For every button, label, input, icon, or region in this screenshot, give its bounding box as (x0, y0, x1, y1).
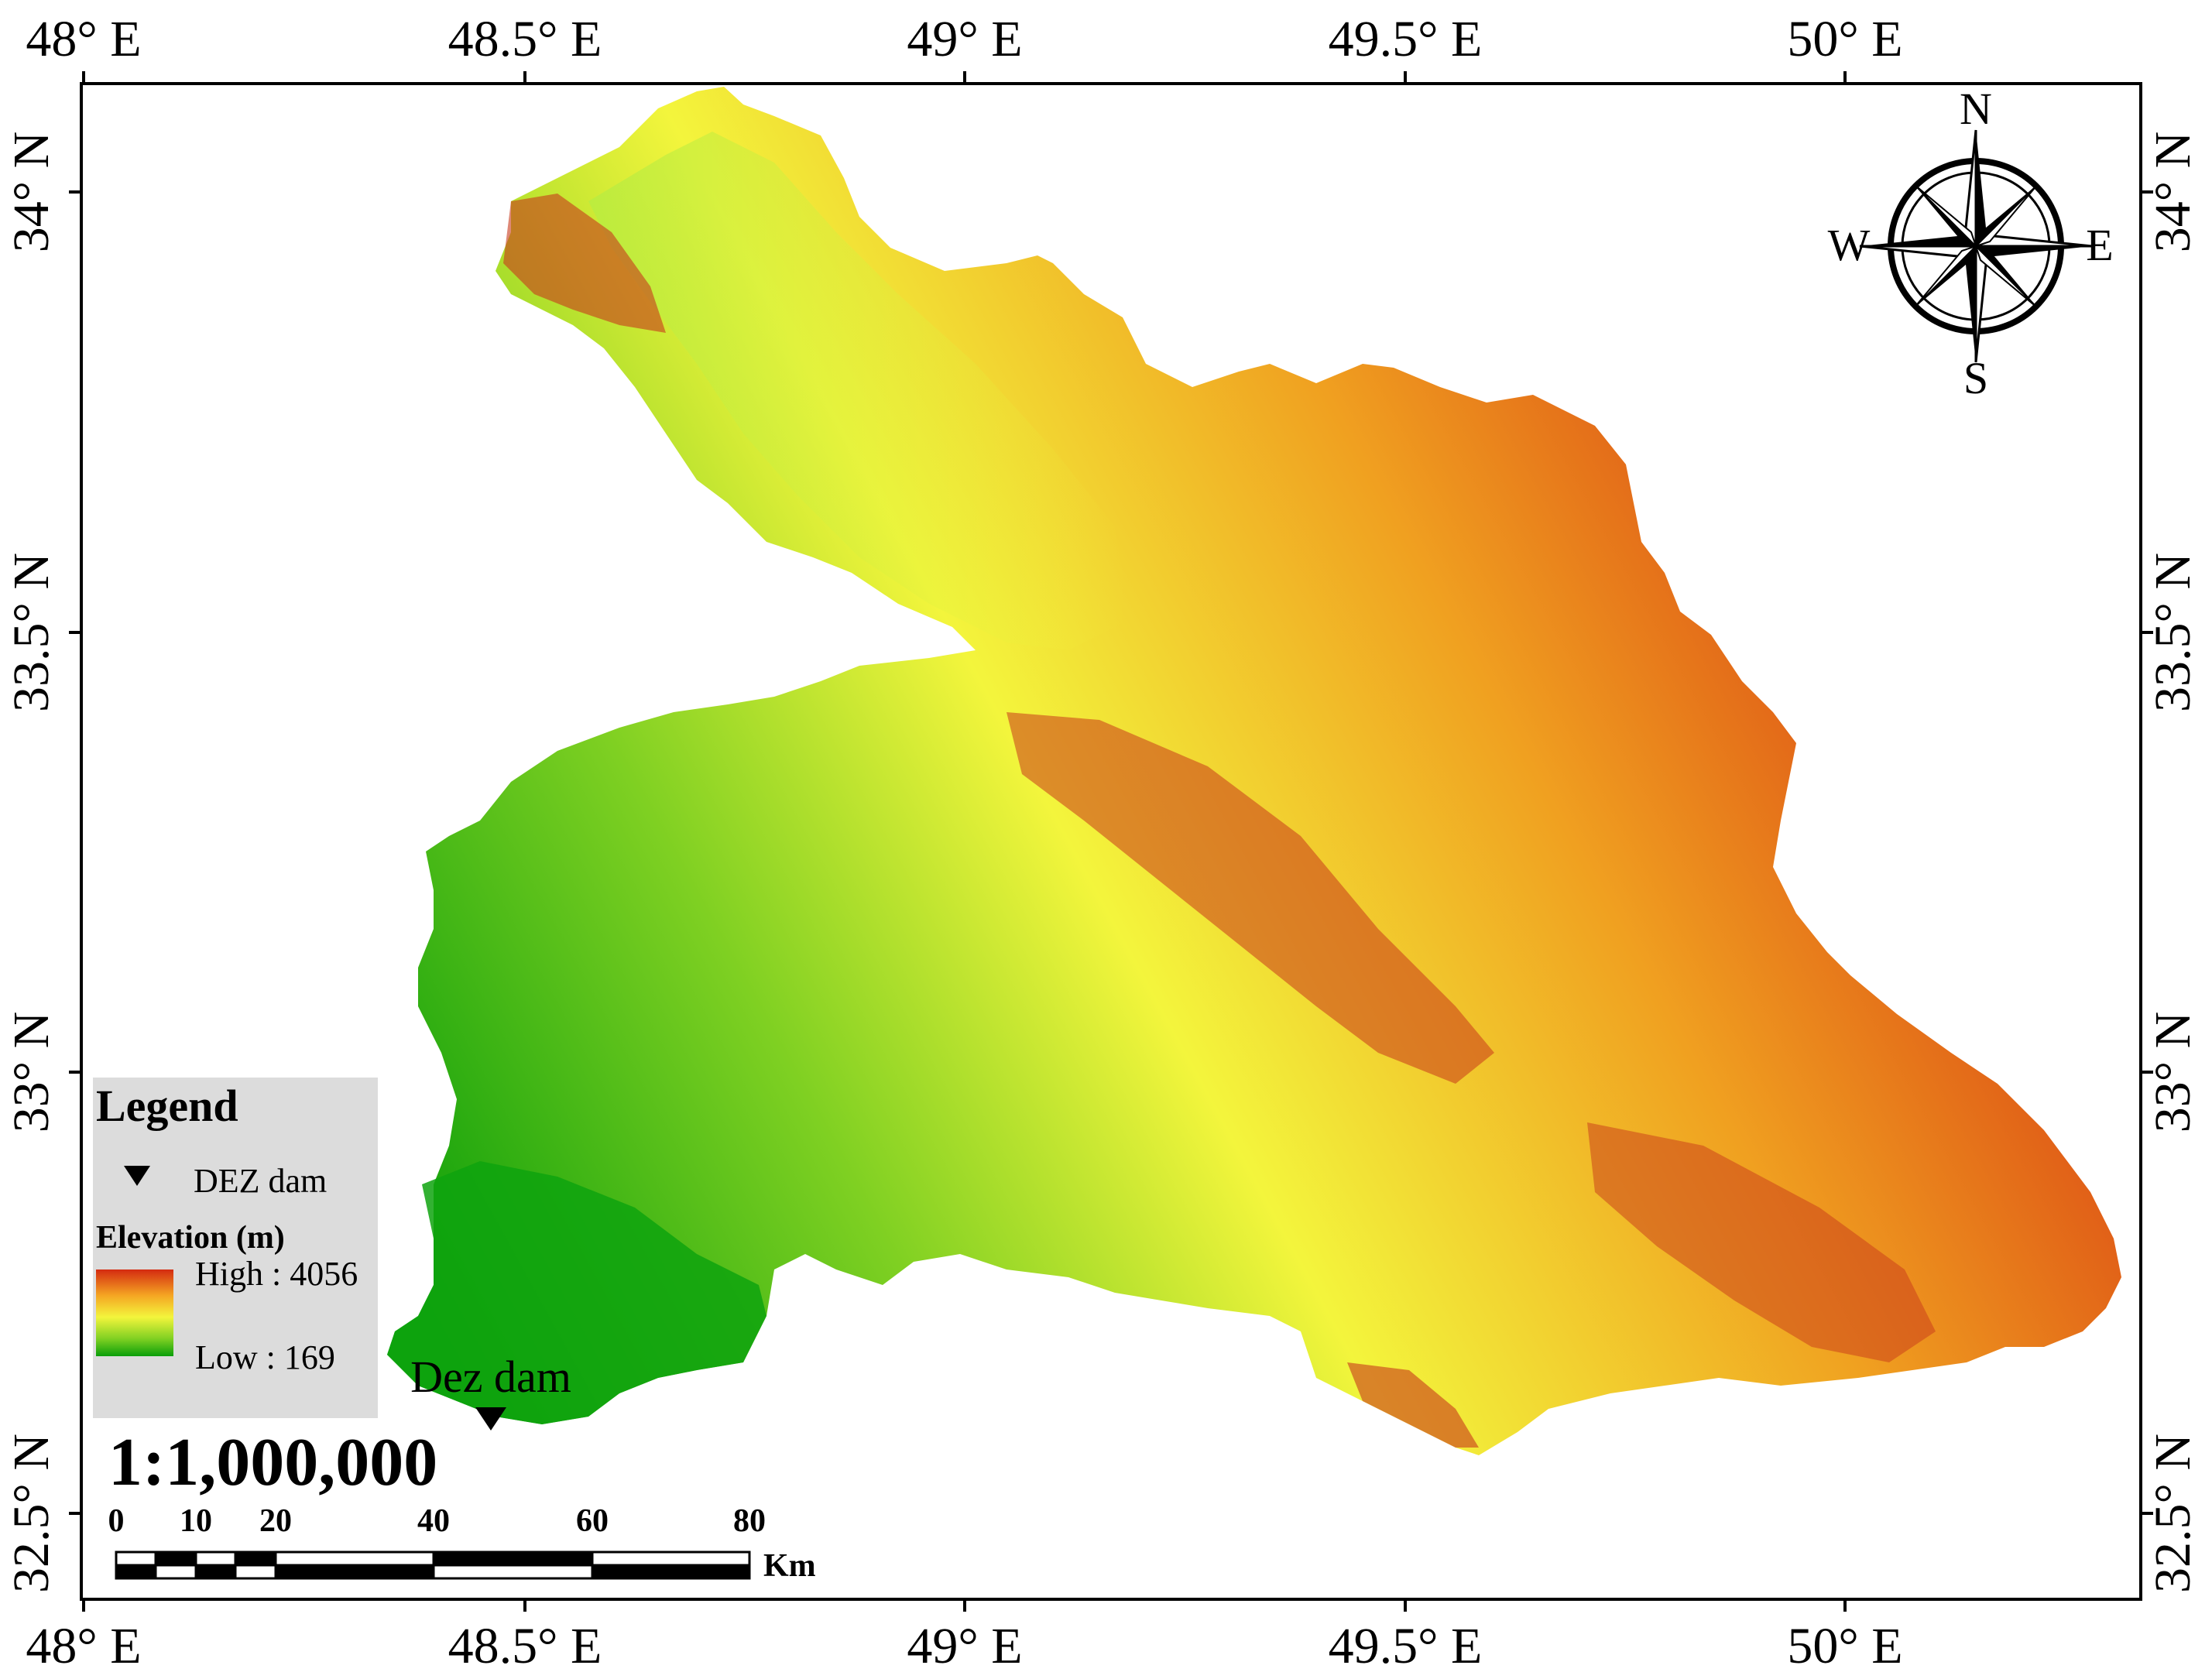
top-tick-label: 49° E (907, 11, 1022, 67)
watershed-elevation (387, 87, 2121, 1455)
compass-west: W (1828, 220, 1871, 270)
top-tick-label: 48.5° E (448, 11, 602, 67)
valley-zone (588, 132, 1130, 650)
northwest-ridge (503, 194, 666, 333)
legend-title: Legend (96, 1081, 238, 1131)
right-tick-label: 33° N (2145, 1012, 2201, 1133)
legend-box (93, 1078, 378, 1418)
compass-rose-icon (1859, 129, 2093, 363)
compass-east: E (2086, 220, 2113, 270)
compass-north: N (1960, 84, 1992, 134)
legend-high-label: High : 4056 (195, 1255, 358, 1293)
central-ridge (1007, 712, 1494, 1084)
dam-marker-icon (475, 1407, 506, 1431)
scale-tick-label: 60 (576, 1503, 609, 1539)
scale-tick-label: 10 (180, 1503, 212, 1539)
scale-unit: Km (763, 1548, 816, 1584)
compass-south: S (1963, 353, 1988, 403)
scale-tick-label: 20 (259, 1503, 292, 1539)
scale-tick-label: 80 (733, 1503, 766, 1539)
bottom-tick-label: 49.5° E (1329, 1618, 1483, 1674)
top-tick-label: 49.5° E (1329, 11, 1483, 67)
bottom-tick-label: 48.5° E (448, 1618, 602, 1674)
right-tick-label: 33.5° N (2145, 553, 2201, 712)
legend-dam-label: DEZ dam (194, 1162, 327, 1200)
left-tick-label: 33° N (3, 1012, 60, 1133)
legend-color-ramp (96, 1270, 173, 1356)
legend-dam-icon (124, 1166, 150, 1186)
map-frame (80, 82, 2142, 1601)
legend: Legend DEZ dam Elevation (m) High : 4056… (93, 1078, 378, 1418)
legend-low-label: Low : 169 (195, 1338, 335, 1376)
southwest-lowland (387, 1161, 766, 1424)
right-tick-label: 34° N (2145, 132, 2201, 253)
scale-ratio: 1:1,000,000 (108, 1425, 437, 1500)
scale-tick-label: 40 (417, 1503, 450, 1539)
south-ridge (1347, 1362, 1479, 1448)
tick-marks (69, 71, 2153, 1612)
top-tick-label: 48° E (26, 11, 141, 67)
top-tick-label: 50° E (1787, 11, 1902, 67)
legend-elevation-title: Elevation (m) (96, 1220, 285, 1256)
bottom-tick-label: 48° E (26, 1618, 141, 1674)
scale-bar: 1:1,000,000 0 10 20 40 60 80 Km (108, 1425, 816, 1584)
left-tick-label: 33.5° N (3, 553, 60, 712)
right-tick-label: 32.5° N (2145, 1434, 2201, 1593)
scale-tick-label: 0 (108, 1503, 125, 1539)
bottom-tick-label: 49° E (907, 1618, 1022, 1674)
bottom-tick-label: 50° E (1787, 1618, 1902, 1674)
left-tick-label: 34° N (3, 132, 60, 253)
dam-label: Dez dam (410, 1352, 571, 1402)
left-tick-label: 32.5° N (3, 1434, 60, 1593)
southeast-ridge (1587, 1122, 1936, 1362)
